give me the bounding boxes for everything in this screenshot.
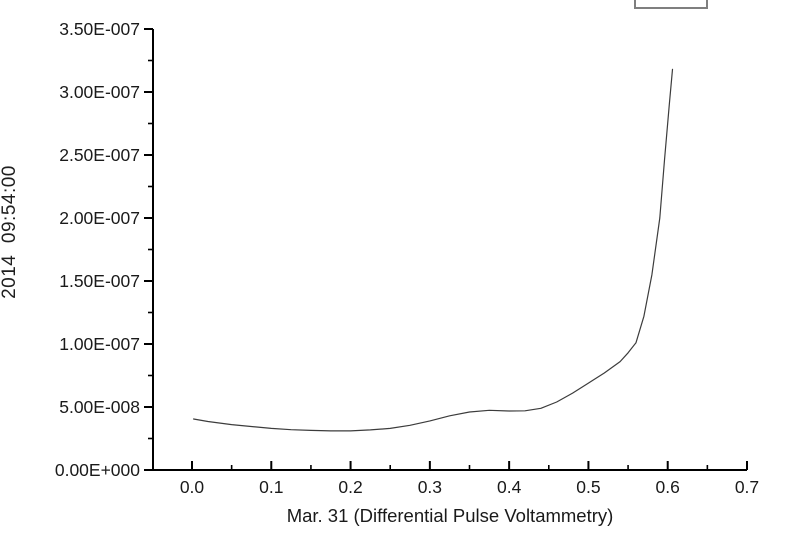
y-tick-label: 0.00E+000 xyxy=(55,460,140,480)
x-tick-label: 0.7 xyxy=(735,477,759,497)
x-tick-label: 0.0 xyxy=(180,477,205,497)
x-tick-label: 0.3 xyxy=(418,477,442,497)
legend-box xyxy=(634,0,708,9)
y-tick-label: 1.50E-007 xyxy=(59,271,140,291)
x-tick-label: 0.2 xyxy=(338,477,362,497)
y-tick-label: 3.00E-007 xyxy=(59,82,140,102)
y-tick-label: 2.50E-007 xyxy=(59,145,140,165)
x-axis-title: Mar. 31 (Differential Pulse Voltammetry) xyxy=(286,505,614,526)
y-tick-label: 1.00E-007 xyxy=(59,334,140,354)
x-tick-label: 0.6 xyxy=(656,477,680,497)
timestamp-vertical-label: 2014 09:54:00 xyxy=(0,165,20,299)
dpv-curve xyxy=(193,68,674,432)
y-tick-label: 3.50E-007 xyxy=(59,19,140,39)
x-tick-label: 0.4 xyxy=(497,477,522,497)
y-tick-label: 5.00E-008 xyxy=(59,397,140,417)
y-tick-label: 2.00E-007 xyxy=(59,208,140,228)
x-tick-label: 0.1 xyxy=(259,477,283,497)
x-tick-label: 0.5 xyxy=(576,477,600,497)
